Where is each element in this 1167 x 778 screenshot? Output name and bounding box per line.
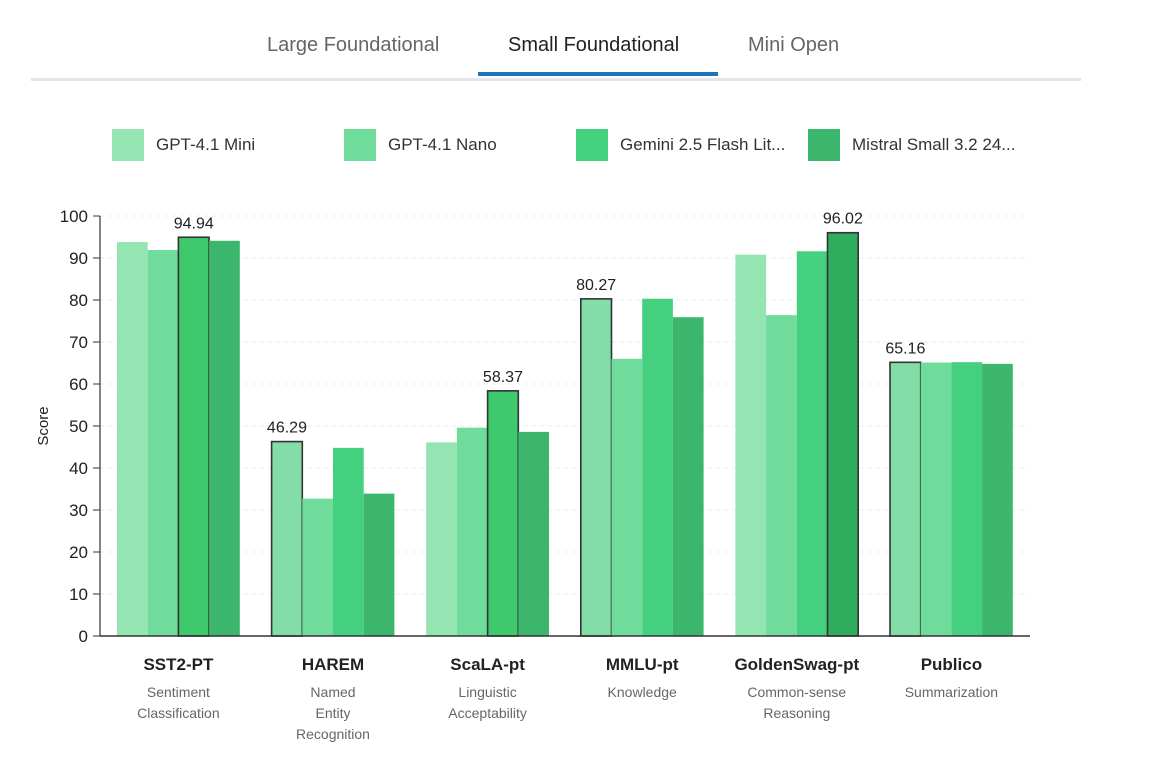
category-label: GoldenSwag-pt <box>734 655 859 674</box>
bar <box>486 390 520 637</box>
category-label: HAREM <box>302 655 364 674</box>
bar <box>209 240 240 636</box>
category-subtitle: Summarization <box>905 684 998 700</box>
y-tick-label: 50 <box>69 417 88 436</box>
category-subtitle: Classification <box>137 705 219 721</box>
tab-large-foundational[interactable]: Large Foundational <box>267 34 440 56</box>
y-tick-label: 30 <box>69 501 88 520</box>
bar <box>426 442 457 636</box>
bar <box>951 362 983 636</box>
legend-item-mistral-small-3-2[interactable]: Mistral Small 3.2 24... <box>808 129 1015 161</box>
category-subtitle: Common-sense <box>747 684 846 700</box>
y-axis-title: Score <box>35 406 52 445</box>
y-tick-label: 20 <box>69 543 88 562</box>
legend-label: Gemini 2.5 Flash Lit... <box>620 135 786 154</box>
legend-swatch <box>344 129 376 161</box>
tab-mini-open[interactable]: Mini Open <box>748 34 840 56</box>
category-subtitle: Entity <box>315 705 350 721</box>
y-tick-label: 10 <box>69 585 88 604</box>
bar <box>456 427 488 636</box>
bar <box>117 242 148 637</box>
bar <box>579 298 613 637</box>
bar <box>363 493 395 636</box>
bar <box>611 358 643 636</box>
legend-swatch <box>576 129 608 161</box>
bar-value-label: 65.16 <box>885 340 925 357</box>
category-label: Publico <box>921 655 982 674</box>
bar-value-label: 94.94 <box>174 215 214 232</box>
legend-swatch <box>808 129 840 161</box>
category-subtitle: Sentiment <box>147 684 210 700</box>
bar <box>889 361 922 637</box>
legend-label: GPT-4.1 Nano <box>388 135 497 154</box>
y-tick-label: 0 <box>79 627 88 646</box>
bar <box>518 431 549 636</box>
bar <box>177 236 210 637</box>
bar <box>796 251 828 636</box>
bar-value-label: 96.02 <box>823 211 863 228</box>
bar-value-label: 80.27 <box>576 277 616 294</box>
bar <box>735 254 767 636</box>
y-tick-label: 40 <box>69 459 88 478</box>
bar <box>302 498 333 636</box>
bar <box>270 440 304 637</box>
benchmark-tabs: Large Foundational Small Foundational Mi… <box>31 22 1081 81</box>
legend-swatch <box>112 129 144 161</box>
bar <box>672 317 704 636</box>
legend-item-gpt-4-1-nano[interactable]: GPT-4.1 Nano <box>344 129 497 161</box>
bar <box>920 362 952 636</box>
category-subtitle: Linguistic <box>458 684 516 700</box>
bar <box>333 447 364 636</box>
y-tick-label: 70 <box>69 333 88 352</box>
bar-value-label: 58.37 <box>483 369 523 386</box>
category-label: SST2-PT <box>143 655 214 674</box>
bar <box>642 298 673 636</box>
bar <box>766 315 797 636</box>
category-subtitle: Named <box>310 684 355 700</box>
bar <box>826 231 860 637</box>
category-label: MMLU-pt <box>606 655 679 674</box>
category-label: ScaLA-pt <box>450 655 525 674</box>
bar <box>982 363 1013 636</box>
category-subtitle: Acceptability <box>448 705 527 721</box>
active-tab-indicator <box>478 72 718 76</box>
legend-item-gpt-4-1-mini[interactable]: GPT-4.1 Mini <box>112 129 255 161</box>
legend-label: GPT-4.1 Mini <box>156 135 256 154</box>
y-tick-label: 80 <box>69 291 88 310</box>
category-subtitle: Recognition <box>296 726 370 742</box>
y-tick-label: 60 <box>69 375 88 394</box>
category-subtitle: Knowledge <box>608 684 677 700</box>
legend-item-gemini-2-5-flash-lite[interactable]: Gemini 2.5 Flash Lit... <box>576 129 785 161</box>
legend-label: Mistral Small 3.2 24... <box>852 135 1016 154</box>
bar-value-label: 46.29 <box>267 420 307 437</box>
bar <box>147 250 179 636</box>
category-subtitle: Reasoning <box>763 705 830 721</box>
y-tick-label: 90 <box>69 249 88 268</box>
y-tick-label: 100 <box>60 207 88 226</box>
tab-small-foundational[interactable]: Small Foundational <box>508 34 680 56</box>
